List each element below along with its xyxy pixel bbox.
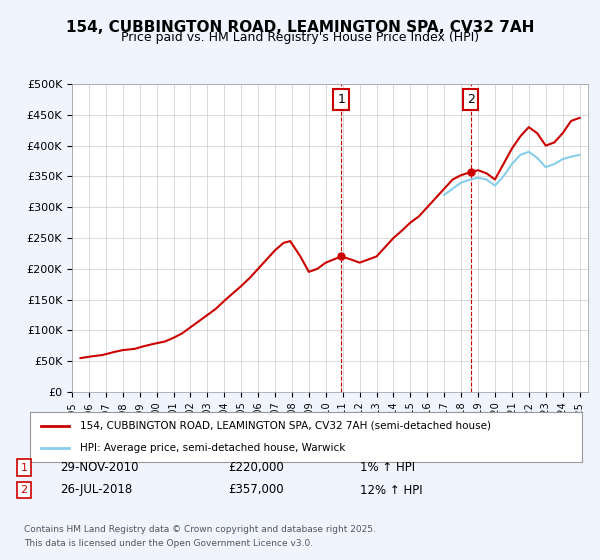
Text: 154, CUBBINGTON ROAD, LEAMINGTON SPA, CV32 7AH: 154, CUBBINGTON ROAD, LEAMINGTON SPA, CV… xyxy=(66,20,534,35)
Text: This data is licensed under the Open Government Licence v3.0.: This data is licensed under the Open Gov… xyxy=(24,539,313,548)
Text: 154, CUBBINGTON ROAD, LEAMINGTON SPA, CV32 7AH (semi-detached house): 154, CUBBINGTON ROAD, LEAMINGTON SPA, CV… xyxy=(80,421,491,431)
Text: £220,000: £220,000 xyxy=(228,461,284,474)
Text: 1: 1 xyxy=(20,463,28,473)
Text: 26-JUL-2018: 26-JUL-2018 xyxy=(60,483,132,497)
Text: 2: 2 xyxy=(467,93,475,106)
Text: 1% ↑ HPI: 1% ↑ HPI xyxy=(360,461,415,474)
Text: HPI: Average price, semi-detached house, Warwick: HPI: Average price, semi-detached house,… xyxy=(80,443,345,453)
Text: Price paid vs. HM Land Registry's House Price Index (HPI): Price paid vs. HM Land Registry's House … xyxy=(121,31,479,44)
Text: 29-NOV-2010: 29-NOV-2010 xyxy=(60,461,139,474)
Text: Contains HM Land Registry data © Crown copyright and database right 2025.: Contains HM Land Registry data © Crown c… xyxy=(24,525,376,534)
Text: 1: 1 xyxy=(337,93,345,106)
Text: 12% ↑ HPI: 12% ↑ HPI xyxy=(360,483,422,497)
Text: £357,000: £357,000 xyxy=(228,483,284,497)
Text: 2: 2 xyxy=(20,485,28,495)
